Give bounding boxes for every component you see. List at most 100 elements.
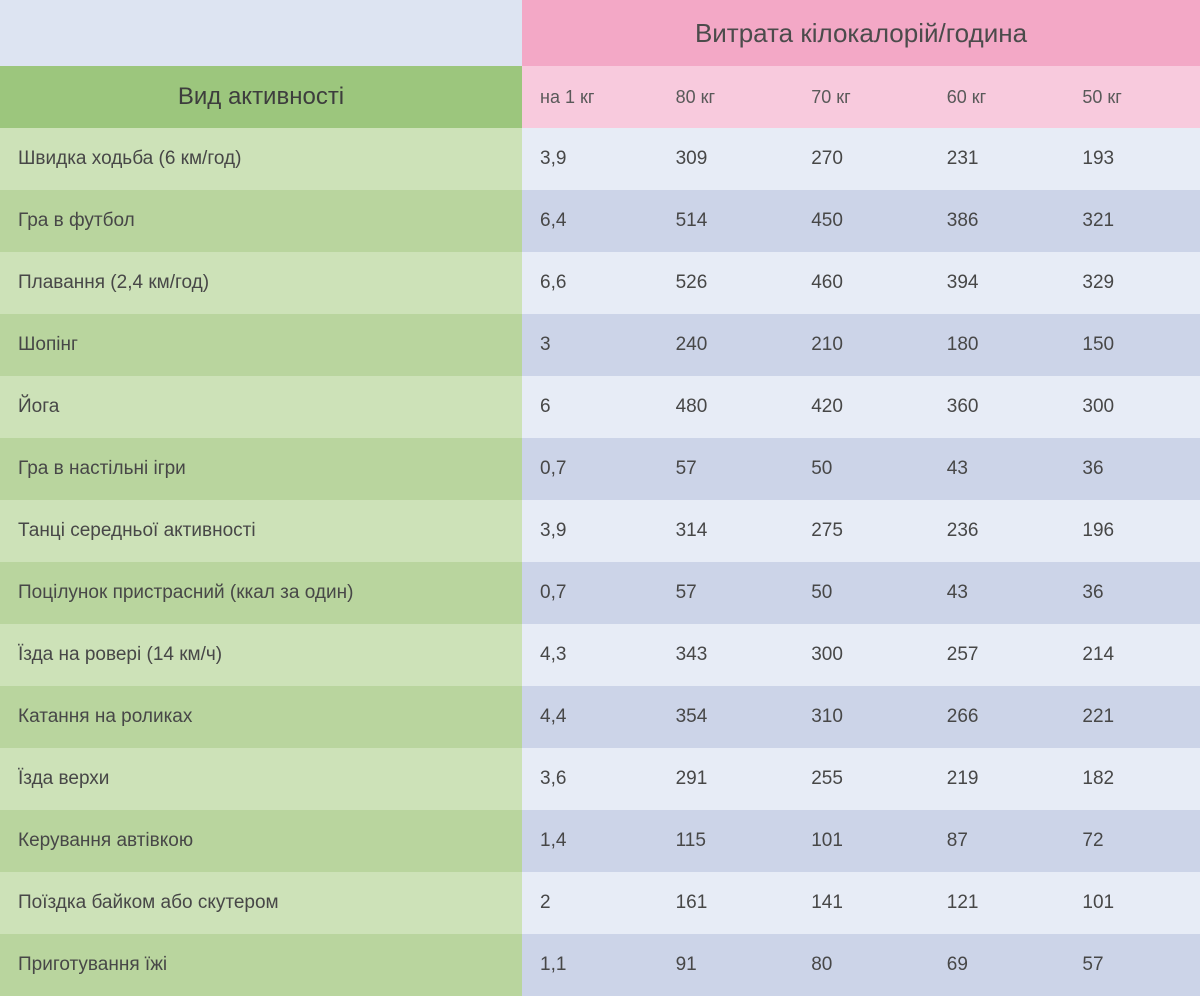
value-cell: 0,7 [522, 562, 658, 624]
value-cell: 214 [1064, 624, 1200, 686]
value-cell: 2 [522, 872, 658, 934]
value-cell: 4,4 [522, 686, 658, 748]
activity-cell: Йога [0, 376, 522, 438]
value-cell: 6,6 [522, 252, 658, 314]
activity-cell: Їзда верхи [0, 748, 522, 810]
activity-cell: Танці середньої активності [0, 500, 522, 562]
value-cell: 275 [793, 500, 929, 562]
value-cell: 354 [658, 686, 794, 748]
header-row-2: Вид активності на 1 кг 80 кг 70 кг 60 кг… [0, 66, 1200, 128]
table-row: Приготування їжі 1,1 91 80 69 57 [0, 934, 1200, 996]
value-cell: 210 [793, 314, 929, 376]
value-cell: 3 [522, 314, 658, 376]
value-cell: 1,1 [522, 934, 658, 996]
value-cell: 3,9 [522, 128, 658, 190]
value-cell: 257 [929, 624, 1065, 686]
value-cell: 150 [1064, 314, 1200, 376]
activity-cell: Гра в футбол [0, 190, 522, 252]
header-blank-cell [0, 0, 522, 66]
value-cell: 161 [658, 872, 794, 934]
value-cell: 231 [929, 128, 1065, 190]
value-cell: 270 [793, 128, 929, 190]
value-cell: 221 [1064, 686, 1200, 748]
value-cell: 314 [658, 500, 794, 562]
table-row: Танці середньої активності 3,9 314 275 2… [0, 500, 1200, 562]
value-cell: 343 [658, 624, 794, 686]
value-cell: 526 [658, 252, 794, 314]
value-cell: 69 [929, 934, 1065, 996]
value-cell: 101 [793, 810, 929, 872]
value-cell: 141 [793, 872, 929, 934]
activity-cell: Швидка ходьба (6 км/год) [0, 128, 522, 190]
value-cell: 182 [1064, 748, 1200, 810]
activity-cell: Приготування їжі [0, 934, 522, 996]
value-cell: 219 [929, 748, 1065, 810]
calories-table: Витрата кілокалорій/година Вид активност… [0, 0, 1200, 996]
value-cell: 300 [793, 624, 929, 686]
table-row: Керування автівкою 1,4 115 101 87 72 [0, 810, 1200, 872]
value-cell: 0,7 [522, 438, 658, 500]
value-cell: 180 [929, 314, 1065, 376]
col-header: 50 кг [1064, 66, 1200, 128]
value-cell: 291 [658, 748, 794, 810]
value-cell: 57 [658, 562, 794, 624]
activity-cell: Поцілунок пристрасний (ккал за один) [0, 562, 522, 624]
value-cell: 360 [929, 376, 1065, 438]
value-cell: 420 [793, 376, 929, 438]
value-cell: 266 [929, 686, 1065, 748]
header-row-1: Витрата кілокалорій/година [0, 0, 1200, 66]
table-row: Швидка ходьба (6 км/год) 3,9 309 270 231… [0, 128, 1200, 190]
value-cell: 57 [1064, 934, 1200, 996]
value-cell: 255 [793, 748, 929, 810]
value-cell: 309 [658, 128, 794, 190]
value-cell: 394 [929, 252, 1065, 314]
value-cell: 6,4 [522, 190, 658, 252]
value-cell: 240 [658, 314, 794, 376]
value-cell: 300 [1064, 376, 1200, 438]
activity-cell: Їзда на ровері (14 км/ч) [0, 624, 522, 686]
value-cell: 36 [1064, 562, 1200, 624]
value-cell: 50 [793, 438, 929, 500]
value-cell: 115 [658, 810, 794, 872]
table-row: Катання на роликах 4,4 354 310 266 221 [0, 686, 1200, 748]
table-row: Їзда на ровері (14 км/ч) 4,3 343 300 257… [0, 624, 1200, 686]
value-cell: 450 [793, 190, 929, 252]
col-header: на 1 кг [522, 66, 658, 128]
activity-cell: Керування автівкою [0, 810, 522, 872]
value-cell: 80 [793, 934, 929, 996]
activity-cell: Поїздка байком або скутером [0, 872, 522, 934]
table-row: Гра в настільні ігри 0,7 57 50 43 36 [0, 438, 1200, 500]
table-body: Швидка ходьба (6 км/год) 3,9 309 270 231… [0, 128, 1200, 996]
col-header: 70 кг [793, 66, 929, 128]
table-row: Поцілунок пристрасний (ккал за один) 0,7… [0, 562, 1200, 624]
value-cell: 480 [658, 376, 794, 438]
value-cell: 196 [1064, 500, 1200, 562]
value-cell: 72 [1064, 810, 1200, 872]
table-row: Поїздка байком або скутером 2 161 141 12… [0, 872, 1200, 934]
table-row: Гра в футбол 6,4 514 450 386 321 [0, 190, 1200, 252]
value-cell: 236 [929, 500, 1065, 562]
activity-header: Вид активності [0, 66, 522, 128]
col-header: 80 кг [658, 66, 794, 128]
value-cell: 57 [658, 438, 794, 500]
value-cell: 43 [929, 438, 1065, 500]
activity-cell: Плавання (2,4 км/год) [0, 252, 522, 314]
value-cell: 50 [793, 562, 929, 624]
value-cell: 514 [658, 190, 794, 252]
value-cell: 91 [658, 934, 794, 996]
table-row: Плавання (2,4 км/год) 6,6 526 460 394 32… [0, 252, 1200, 314]
value-cell: 310 [793, 686, 929, 748]
value-cell: 329 [1064, 252, 1200, 314]
table-row: Шопінг 3 240 210 180 150 [0, 314, 1200, 376]
value-cell: 36 [1064, 438, 1200, 500]
header-title: Витрата кілокалорій/година [522, 0, 1200, 66]
activity-cell: Гра в настільні ігри [0, 438, 522, 500]
value-cell: 4,3 [522, 624, 658, 686]
value-cell: 1,4 [522, 810, 658, 872]
value-cell: 6 [522, 376, 658, 438]
value-cell: 3,6 [522, 748, 658, 810]
value-cell: 386 [929, 190, 1065, 252]
value-cell: 321 [1064, 190, 1200, 252]
table-row: Йога 6 480 420 360 300 [0, 376, 1200, 438]
col-header: 60 кг [929, 66, 1065, 128]
